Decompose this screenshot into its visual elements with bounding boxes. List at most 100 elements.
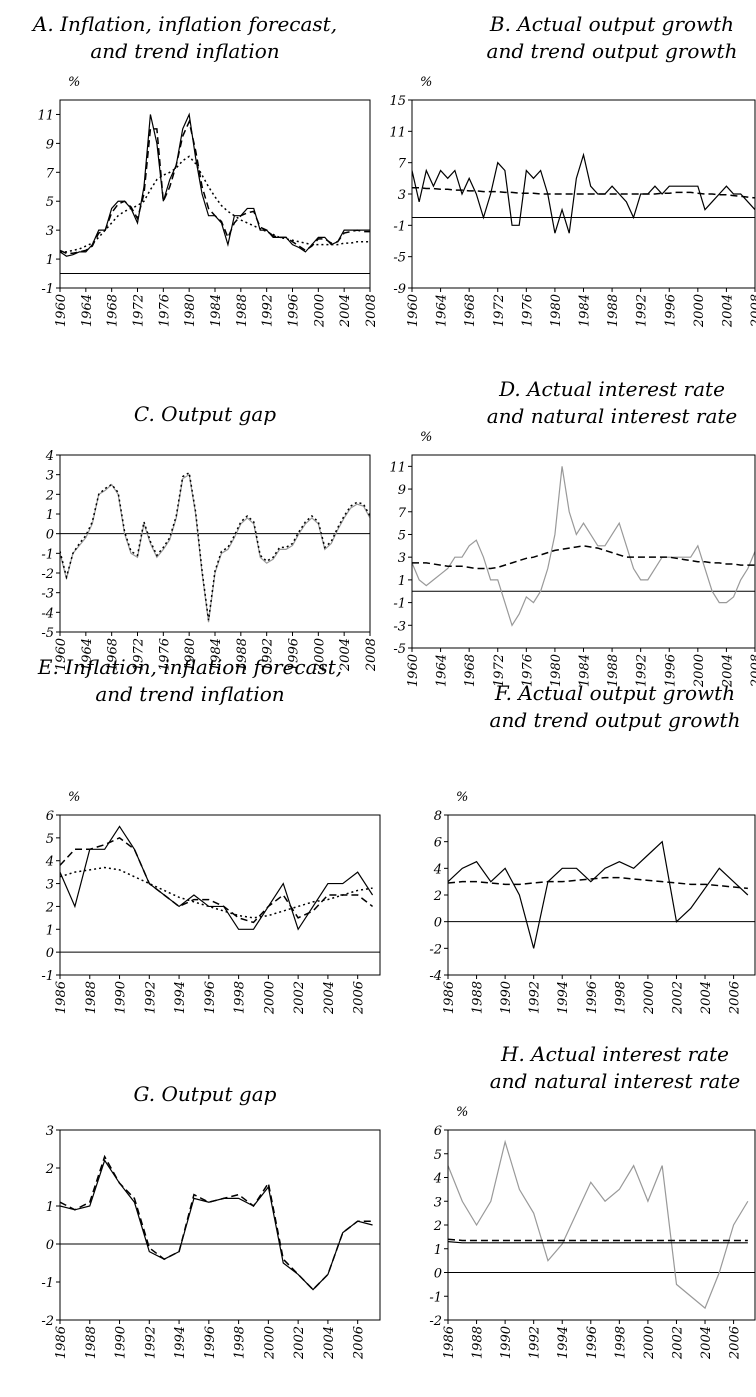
- x-tick-label: 1992: [635, 654, 650, 687]
- x-tick-label: 1990: [114, 981, 129, 1014]
- x-tick-label: 1968: [463, 294, 478, 327]
- y-tick-label: -1: [41, 969, 54, 984]
- x-tick-label: 2006: [352, 1326, 367, 1360]
- y-tick-label: 7: [46, 166, 55, 181]
- x-tick-label: 2004: [338, 294, 353, 328]
- y-tick-label: 11: [37, 108, 54, 123]
- x-tick-label: 1990: [499, 1326, 514, 1359]
- x-tick-label: 1992: [143, 981, 158, 1014]
- x-tick-label: 1960: [54, 638, 69, 671]
- x-tick-label: 1984: [209, 638, 224, 671]
- y-tick-label: 11: [389, 125, 406, 140]
- x-tick-label: 1988: [84, 1326, 99, 1359]
- panel-title: G. Output gap: [134, 1082, 277, 1106]
- plot-frame: [447, 814, 756, 976]
- series-line: [412, 466, 755, 627]
- y-tick-label: -5: [41, 626, 54, 641]
- x-tick-label: 1988: [606, 294, 621, 327]
- x-tick-label: 2000: [262, 981, 277, 1015]
- x-tick-label: 2004: [322, 1326, 337, 1360]
- x-tick-label: 1972: [492, 654, 507, 687]
- x-tick-label: 2004: [720, 654, 735, 688]
- x-tick-label: 2000: [312, 294, 327, 328]
- y-tick-label: 2: [45, 488, 54, 503]
- plot-frame: [59, 1129, 381, 1321]
- x-tick-label: 1996: [585, 1326, 600, 1359]
- panel: H. Actual interest rate and natural inter…: [429, 1042, 756, 1360]
- y-tick-label: 1: [46, 1200, 54, 1215]
- y-tick-label: -1: [41, 282, 54, 297]
- x-tick-label: 2008: [364, 294, 379, 328]
- x-tick-label: 1960: [54, 294, 69, 327]
- x-tick-label: 1998: [233, 1326, 248, 1359]
- x-tick-label: 1988: [471, 981, 486, 1014]
- x-tick-label: 1980: [549, 294, 564, 327]
- y-tick-label: 3: [46, 469, 54, 484]
- y-tick-label: 0: [434, 1267, 442, 1282]
- x-tick-label: 2004: [720, 294, 735, 328]
- x-tick-label: 1988: [606, 654, 621, 687]
- y-unit: %: [456, 1105, 468, 1120]
- panel: B. Actual output growth and trend output …: [389, 12, 756, 328]
- x-tick-label: 1986: [54, 1326, 69, 1359]
- x-tick-label: 2000: [262, 1326, 277, 1360]
- x-tick-label: 2006: [352, 981, 367, 1015]
- plot-frame: [411, 99, 756, 289]
- x-tick-label: 2004: [338, 638, 353, 672]
- y-tick-label: 3: [46, 1124, 54, 1139]
- x-tick-label: 1968: [463, 654, 478, 687]
- plot-frame: [59, 814, 381, 976]
- y-tick-label: 11: [389, 460, 406, 475]
- x-tick-label: 2008: [749, 654, 756, 688]
- x-tick-label: 2006: [728, 1326, 743, 1360]
- x-tick-label: 1994: [173, 1326, 188, 1359]
- y-tick-label: -2: [429, 942, 442, 957]
- y-tick-label: 2: [433, 1219, 442, 1234]
- x-tick-label: 1996: [663, 654, 678, 687]
- x-tick-label: 2004: [699, 1326, 714, 1360]
- x-tick-label: 1976: [157, 294, 172, 327]
- y-tick-label: 3: [398, 188, 406, 203]
- panel-title: B. Actual output growth: [489, 12, 734, 36]
- panel-title: H. Actual interest rate: [500, 1042, 729, 1066]
- y-tick-label: -1: [393, 597, 406, 612]
- y-tick-label: 7: [398, 506, 407, 521]
- x-tick-label: 1994: [556, 981, 571, 1014]
- series-line: [60, 836, 374, 924]
- x-tick-label: 2002: [292, 981, 307, 1015]
- x-tick-label: 1992: [635, 294, 650, 327]
- x-tick-label: 1976: [157, 638, 172, 671]
- y-tick-label: 1: [434, 1243, 442, 1258]
- x-tick-label: 1994: [556, 1326, 571, 1359]
- x-tick-label: 1980: [549, 654, 564, 687]
- y-tick-label: 2: [45, 900, 54, 915]
- y-tick-label: 2: [45, 1162, 54, 1177]
- x-tick-label: 1960: [406, 654, 421, 687]
- x-tick-label: 1960: [406, 294, 421, 327]
- y-tick-label: 4: [433, 1172, 442, 1187]
- x-tick-label: 2000: [642, 1326, 657, 1360]
- y-tick-label: 3: [398, 551, 406, 566]
- x-tick-label: 1988: [235, 638, 250, 671]
- x-tick-label: 1990: [114, 1326, 129, 1359]
- y-tick-label: 1: [46, 923, 54, 938]
- y-tick-label: -2: [41, 1314, 54, 1329]
- panel-title: E. Inflation, inflation forecast,: [37, 655, 342, 679]
- series-line: [412, 545, 755, 570]
- y-unit: %: [420, 75, 432, 90]
- y-tick-label: 0: [46, 1238, 54, 1253]
- y-tick-label: 2: [433, 889, 442, 904]
- y-tick-label: -3: [393, 619, 406, 634]
- y-tick-label: 4: [433, 862, 442, 877]
- y-tick-label: 3: [46, 878, 54, 893]
- x-tick-label: 2002: [670, 981, 685, 1015]
- series-line: [60, 866, 373, 919]
- series-line: [60, 1154, 373, 1291]
- panel-title: D. Actual interest rate: [498, 377, 725, 401]
- x-tick-label: 2000: [642, 981, 657, 1015]
- x-tick-label: 2002: [670, 1326, 685, 1360]
- panel: C. Output gap -5 -4 -3 -2 -1 0 1 2 3 4 1960 1964 1968…: [41, 402, 379, 672]
- x-tick-label: 1964: [435, 294, 450, 327]
- panel-title: A. Inflation, inflation forecast,: [31, 12, 337, 36]
- y-tick-label: -3: [41, 587, 54, 602]
